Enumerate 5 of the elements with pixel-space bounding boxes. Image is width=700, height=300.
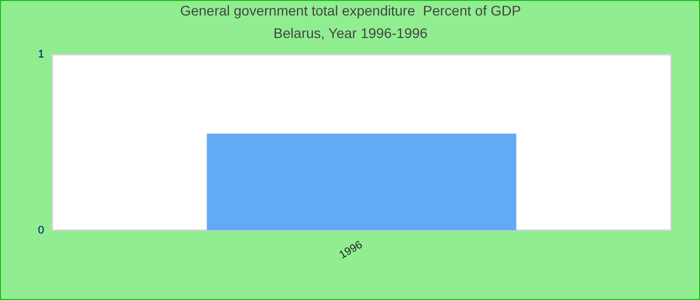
y-tick-label: 0 — [38, 224, 44, 236]
x-tick-label: 1996 — [337, 238, 365, 262]
y-tick-label: 1 — [38, 48, 44, 61]
chart-title: General government total expenditure Percent of GDP — [180, 2, 521, 18]
chart-subtitle: Belarus, Year 1996-1996 — [273, 25, 428, 42]
